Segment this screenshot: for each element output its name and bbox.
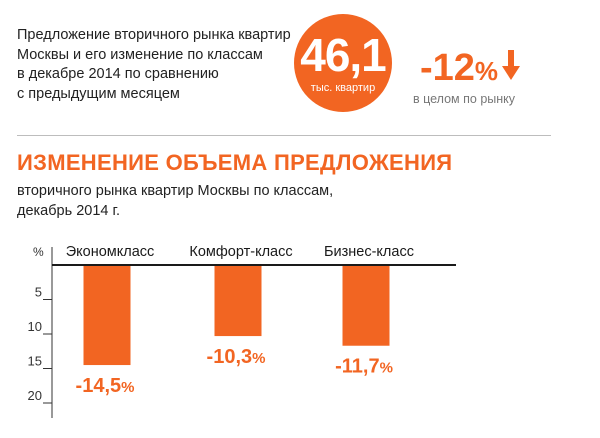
- data-label-value: -10,3: [207, 346, 253, 368]
- y-axis-label: %: [33, 245, 44, 259]
- section-title: ИЗМЕНЕНИЕ ОБЪЕМА ПРЕДЛОЖЕНИЯ: [17, 150, 453, 175]
- total-change-value: -12: [420, 47, 475, 89]
- y-tick-label: 20: [28, 388, 42, 403]
- intro-text: Предложение вторичного рынка квартир Мос…: [17, 26, 292, 104]
- intro-line: Предложение вторичного рынка квартир: [17, 27, 291, 43]
- y-tick-label: 15: [28, 354, 42, 369]
- divider: [17, 135, 551, 136]
- data-label: -10,3%: [207, 346, 266, 368]
- arrow-down-icon: [502, 50, 521, 80]
- data-label-unit: %: [380, 360, 393, 377]
- y-tick-label: 10: [28, 319, 42, 334]
- total-offer-value: 46,1: [300, 29, 387, 81]
- intro-line: в декабре 2014 по сравнению: [17, 66, 219, 82]
- total-offer-circle: 46,1 тыс. квартир: [294, 14, 392, 112]
- data-label-value: -14,5: [76, 375, 122, 397]
- section-subtitle-line: декабрь 2014 г.: [17, 203, 121, 219]
- category-label: Бизнес-класс: [324, 244, 414, 260]
- total-offer-unit: тыс. квартир: [310, 82, 376, 94]
- bar: [214, 265, 262, 337]
- y-tick-label: 5: [35, 285, 42, 300]
- data-label-unit: %: [252, 350, 265, 367]
- category-label: Экономкласс: [66, 244, 155, 260]
- data-label-unit: %: [121, 379, 134, 396]
- category-label: Комфорт-класс: [189, 244, 292, 260]
- section-subtitle: вторичного рынка квартир Москвы по класс…: [17, 181, 357, 221]
- bar: [342, 265, 390, 346]
- section-subtitle-line: вторичного рынка квартир Москвы по класс…: [17, 183, 334, 199]
- bar: [83, 265, 131, 366]
- data-label: -11,7%: [335, 356, 393, 378]
- total-change-unit: %: [474, 56, 499, 86]
- intro-line: Москвы и его изменение по классам: [17, 46, 263, 63]
- data-label-value: -11,7: [335, 356, 379, 378]
- data-label: -14,5%: [76, 375, 135, 397]
- total-change: -12%: [420, 46, 521, 93]
- total-change-note: в целом по рынку: [413, 92, 516, 106]
- intro-line: с предыдущим месяцем: [17, 85, 180, 102]
